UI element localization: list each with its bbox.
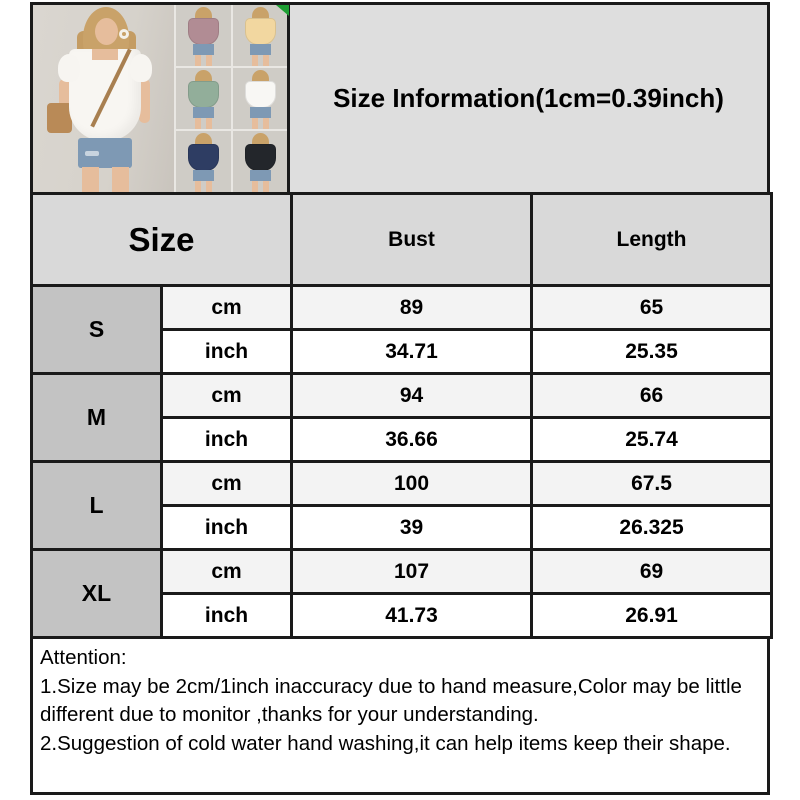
figure-leg — [195, 181, 201, 192]
variant-thumb-apricot — [232, 5, 287, 66]
figure-top — [188, 144, 219, 171]
table-row: inch 41.73 26.91 — [32, 592, 774, 639]
figure-bag — [47, 103, 72, 133]
unit-cell-inch: inch — [159, 504, 294, 551]
cell-s-inch-length: 25.35 — [530, 328, 774, 375]
col-header-bust: Bust — [290, 192, 534, 287]
attention-box: Attention: 1.Size may be 2cm/1inch inacc… — [30, 639, 770, 795]
size-info-cell: Size Information(1cm=0.39inch) — [290, 5, 767, 192]
table-row: L cm 100 67.5 — [30, 460, 774, 551]
cell-xl-inch-bust: 41.73 — [290, 592, 534, 639]
figure-face — [95, 18, 118, 45]
figure-top — [244, 81, 276, 108]
figure-square-neckline — [92, 49, 118, 60]
unit-cell-inch: inch — [159, 328, 294, 375]
figure-leg — [262, 55, 269, 66]
figure-top — [188, 81, 219, 108]
figure-leg — [195, 118, 201, 129]
figure-denim-shorts — [249, 44, 271, 55]
table-row: inch 36.66 25.74 — [32, 416, 774, 463]
figure-leg — [206, 55, 212, 66]
unit-cell-cm: cm — [159, 372, 294, 419]
product-photo-collage — [33, 5, 290, 192]
unit-cell-cm: cm — [159, 548, 294, 595]
cell-l-cm-length: 67.5 — [530, 460, 774, 507]
cell-m-cm-bust: 94 — [290, 372, 534, 419]
figure-top — [244, 144, 276, 171]
table-row: XL cm 107 69 — [30, 548, 774, 639]
figure-denim-shorts — [249, 170, 271, 181]
size-table: Size Bust Length S cm 89 65 inch 34.71 2… — [29, 192, 774, 639]
size-cell-l: L — [30, 460, 163, 551]
figure-arm — [59, 79, 70, 119]
size-cell-s: S — [30, 284, 163, 375]
cell-s-cm-bust: 89 — [290, 284, 534, 331]
figure-top — [244, 18, 276, 45]
cell-m-inch-bust: 36.66 — [290, 416, 534, 463]
unit-cell-cm: cm — [159, 284, 294, 331]
green-corner-mark — [276, 5, 289, 16]
cell-xl-inch-length: 26.91 — [530, 592, 774, 639]
size-cell-xl: XL — [30, 548, 163, 639]
unit-cell-cm: cm — [159, 460, 294, 507]
size-chart-sheet: Size Information(1cm=0.39inch) Size Bust… — [29, 2, 774, 795]
figure-top — [188, 18, 219, 45]
figure-leg — [251, 55, 258, 66]
cell-l-inch-bust: 39 — [290, 504, 534, 551]
figure-denim-shorts — [193, 170, 214, 181]
table-header-row: Size Bust Length — [29, 192, 774, 287]
top-row: Size Information(1cm=0.39inch) — [30, 2, 770, 192]
variant-thumb-white — [232, 68, 287, 129]
figure-denim-shorts — [193, 44, 214, 55]
variant-grid — [176, 5, 287, 192]
attention-title: Attention: — [40, 646, 127, 669]
cell-m-inch-length: 25.74 — [530, 416, 774, 463]
figure-leg — [82, 167, 99, 192]
table-row: inch 39 26.325 — [32, 504, 774, 551]
size-cell-m: M — [30, 372, 163, 463]
figure-leg — [251, 118, 258, 129]
figure-leg — [112, 167, 129, 192]
col-header-length: Length — [530, 192, 774, 287]
figure-leg — [206, 118, 212, 129]
cell-m-cm-length: 66 — [530, 372, 774, 419]
figure-leg — [251, 181, 258, 192]
unit-cell-inch: inch — [159, 592, 294, 639]
cell-s-cm-length: 65 — [530, 284, 774, 331]
figure-arm — [139, 79, 150, 123]
table-row: S cm 89 65 — [30, 284, 774, 375]
col-header-size: Size — [29, 192, 294, 287]
cell-l-inch-length: 26.325 — [530, 504, 774, 551]
cell-s-inch-bust: 34.71 — [290, 328, 534, 375]
figure-shorts-rip — [85, 151, 99, 156]
cell-xl-cm-bust: 107 — [290, 548, 534, 595]
variant-thumb-navy — [176, 131, 231, 192]
figure-earring — [119, 29, 129, 39]
table-row: inch 34.71 25.35 — [32, 328, 774, 375]
variant-thumb-black — [232, 131, 287, 192]
main-product-photo — [33, 5, 174, 192]
figure-leg — [195, 55, 201, 66]
figure-puff-sleeve — [130, 54, 152, 82]
figure-leg — [262, 118, 269, 129]
cell-l-cm-bust: 100 — [290, 460, 534, 507]
size-info-title: Size Information(1cm=0.39inch) — [333, 83, 724, 113]
figure-leg — [206, 181, 212, 192]
variant-thumb-mauve — [176, 5, 231, 66]
attention-line-1: 1.Size may be 2cm/1inch inaccuracy due t… — [40, 674, 742, 727]
figure-puff-sleeve — [58, 54, 80, 82]
table-row: M cm 94 66 — [30, 372, 774, 463]
attention-line-2: 2.Suggestion of cold water hand washing,… — [40, 732, 731, 756]
figure-denim-shorts — [193, 107, 214, 118]
figure-denim-shorts — [249, 107, 271, 118]
variant-thumb-sage-green — [176, 68, 231, 129]
cell-xl-cm-length: 69 — [530, 548, 774, 595]
unit-cell-inch: inch — [159, 416, 294, 463]
figure-leg — [262, 181, 269, 192]
